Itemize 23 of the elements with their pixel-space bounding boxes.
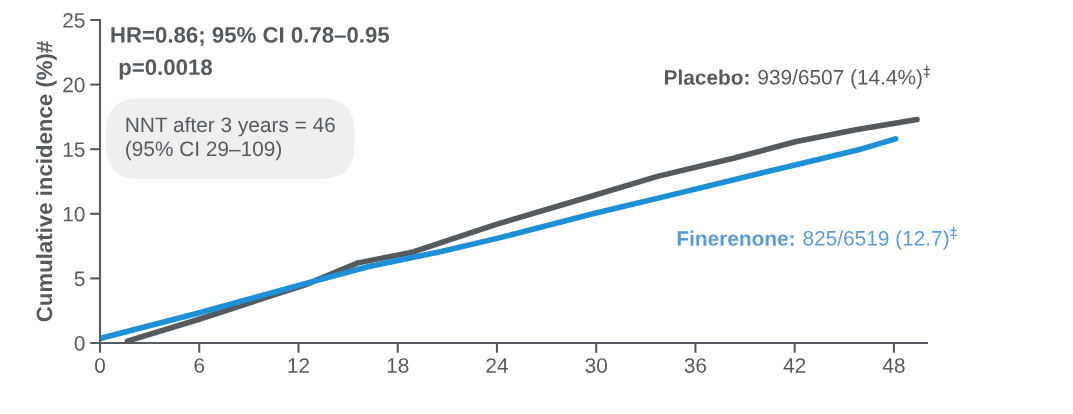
x-tick-label: 12 (288, 358, 310, 373)
y-tick-label: 0 (74, 336, 85, 351)
annotation: NNT after 3 years = 46 (95% CI 29–109) (126, 116, 335, 161)
x-tick-label: 0 (95, 358, 105, 373)
x-tick-label: 42 (783, 358, 806, 373)
annotation: 939/6507 (14.4%)$^{‡}$ (758, 65, 931, 89)
x-tick-label: 48 (882, 358, 905, 373)
y-tick-label: 10 (63, 206, 85, 222)
y-tick-label: 20 (63, 77, 85, 93)
annotation: p=0.0018 (119, 59, 213, 80)
x-tick-label: 36 (684, 358, 707, 373)
y-tick-label: 5 (74, 271, 85, 287)
annotation: HR=0.86; 95% CI 0.78–0.95 (111, 27, 390, 47)
text: Placebo: (664, 69, 749, 85)
y-tick-label: 15 (63, 142, 85, 157)
series-label: Finerenone: (677, 230, 794, 246)
x-tick-label: 18 (387, 358, 409, 373)
annotation: 825/6519 (12.7)$^{‡}$ (803, 226, 957, 250)
y-tick-label: 25 (63, 13, 85, 28)
x-tick-label: 6 (194, 358, 205, 373)
x-tick-label: 24 (486, 358, 508, 373)
y-axis-title: Cumulative incidence (%)# (35, 41, 57, 322)
x-tick-label: 30 (585, 358, 607, 373)
